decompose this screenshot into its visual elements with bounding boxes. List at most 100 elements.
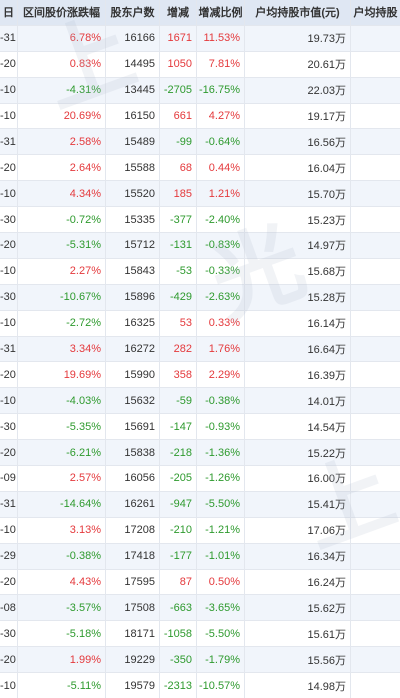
row-price-change: 2.64% (18, 155, 106, 181)
row-avg-shares (351, 181, 400, 206)
row-holders: 19579 (106, 673, 160, 698)
row-avg-shares (351, 78, 400, 103)
row-date: -10 (0, 258, 18, 284)
row-delta: 1050 (160, 51, 197, 77)
row-delta: -350 (160, 647, 197, 673)
header-holders: 股东户数 (106, 0, 160, 25)
row-ratio: -2.63% (197, 284, 245, 310)
row-price-change: -6.21% (18, 440, 106, 466)
table-row: -20 2.64% 15588 68 0.44% 16.04万 (0, 155, 400, 182)
row-avg-shares (351, 621, 400, 646)
row-avg-value: 15.41万 (245, 491, 351, 517)
row-delta: 1671 (160, 25, 197, 51)
row-avg-value: 19.73万 (245, 25, 351, 51)
table-row: -20 4.43% 17595 87 0.50% 16.24万 (0, 569, 400, 596)
row-price-change: 2.58% (18, 129, 106, 155)
row-price-change: 19.69% (18, 362, 106, 388)
row-avg-value: 16.64万 (245, 336, 351, 362)
row-price-change: 2.27% (18, 258, 106, 284)
row-avg-shares (351, 129, 400, 154)
table-row: -10 -4.31% 13445 -2705 -16.75% 22.03万 (0, 77, 400, 104)
row-holders: 19229 (106, 647, 160, 673)
row-delta: -99 (160, 129, 197, 155)
row-avg-value: 17.06万 (245, 517, 351, 543)
row-avg-shares (351, 311, 400, 336)
row-ratio: -1.01% (197, 543, 245, 569)
row-date: -30 (0, 414, 18, 440)
row-price-change: -5.11% (18, 673, 106, 698)
row-date: -20 (0, 440, 18, 466)
row-holders: 17595 (106, 569, 160, 595)
row-price-change: -5.31% (18, 233, 106, 258)
table-row: -10 3.13% 17208 -210 -1.21% 17.06万 (0, 517, 400, 544)
row-avg-shares (351, 414, 400, 439)
row-date: -20 (0, 51, 18, 77)
row-date: -10 (0, 517, 18, 543)
row-ratio: 0.50% (197, 569, 245, 595)
row-avg-shares (351, 492, 400, 517)
header-avg-shares: 户均持股 (353, 7, 398, 20)
row-avg-shares (351, 52, 400, 77)
table-header: 日 区间股价涨跌幅 股东户数 增减 增减比例 户均持股市值(元) 户均持股 (0, 0, 400, 26)
row-price-change: 4.43% (18, 569, 106, 595)
table-row: -10 20.69% 16150 661 4.27% 19.17万 (0, 103, 400, 130)
row-date: -31 (0, 129, 18, 155)
row-price-change: 1.99% (18, 647, 106, 673)
table-row: -20 19.69% 15990 358 2.29% 16.39万 (0, 362, 400, 389)
row-delta: 185 (160, 181, 197, 207)
row-date: -30 (0, 207, 18, 233)
row-holders: 15712 (106, 233, 160, 258)
row-delta: -2313 (160, 673, 197, 698)
row-delta: -147 (160, 414, 197, 440)
row-avg-value: 16.04万 (245, 155, 351, 181)
row-price-change: -10.67% (18, 284, 106, 310)
row-date: -31 (0, 336, 18, 362)
row-avg-value: 19.17万 (245, 103, 351, 129)
row-holders: 17508 (106, 595, 160, 621)
row-holders: 15632 (106, 388, 160, 414)
row-ratio: -1.36% (197, 440, 245, 466)
row-ratio: 2.29% (197, 362, 245, 388)
table-row: -10 -2.72% 16325 53 0.33% 16.14万 (0, 310, 400, 337)
row-delta: -218 (160, 440, 197, 466)
table-row: -30 -0.72% 15335 -377 -2.40% 15.23万 (0, 207, 400, 234)
row-date: -29 (0, 543, 18, 569)
row-date: -10 (0, 388, 18, 414)
table-row: -10 -5.11% 19579 -2313 -10.57% 14.98万 (0, 673, 400, 698)
row-ratio: -5.50% (197, 491, 245, 517)
row-avg-value: 14.01万 (245, 388, 351, 414)
row-delta: -947 (160, 491, 197, 517)
row-date: -10 (0, 77, 18, 103)
row-ratio: -0.33% (197, 258, 245, 284)
table-row: -20 -6.21% 15838 -218 -1.36% 15.22万 (0, 440, 400, 467)
row-ratio: -2.40% (197, 207, 245, 233)
table-row: -31 6.78% 16166 1671 11.53% 19.73万 (0, 25, 400, 52)
row-avg-shares (351, 595, 400, 620)
row-price-change: -4.31% (18, 77, 106, 103)
table-row: -30 -10.67% 15896 -429 -2.63% 15.28万 (0, 284, 400, 311)
row-holders: 13445 (106, 77, 160, 103)
row-price-change: -0.38% (18, 543, 106, 569)
row-holders: 15990 (106, 362, 160, 388)
row-avg-value: 15.28万 (245, 284, 351, 310)
row-avg-shares (351, 570, 400, 595)
row-ratio: 11.53% (197, 25, 245, 51)
row-holders: 17418 (106, 543, 160, 569)
row-price-change: -5.18% (18, 621, 106, 647)
row-avg-value: 16.39万 (245, 362, 351, 388)
row-ratio: -1.21% (197, 517, 245, 543)
table-row: -31 2.58% 15489 -99 -0.64% 16.56万 (0, 129, 400, 156)
row-delta: -377 (160, 207, 197, 233)
row-avg-shares (351, 285, 400, 310)
row-holders: 16150 (106, 103, 160, 129)
row-avg-value: 15.23万 (245, 207, 351, 233)
row-holders: 15520 (106, 181, 160, 207)
row-avg-shares (351, 518, 400, 543)
row-avg-value: 22.03万 (245, 77, 351, 103)
row-avg-value: 15.56万 (245, 647, 351, 673)
row-avg-shares (351, 104, 400, 129)
row-date: -30 (0, 284, 18, 310)
row-avg-shares (351, 673, 400, 698)
row-avg-value: 16.56万 (245, 129, 351, 155)
table-row: -20 -5.31% 15712 -131 -0.83% 14.97万 (0, 233, 400, 259)
